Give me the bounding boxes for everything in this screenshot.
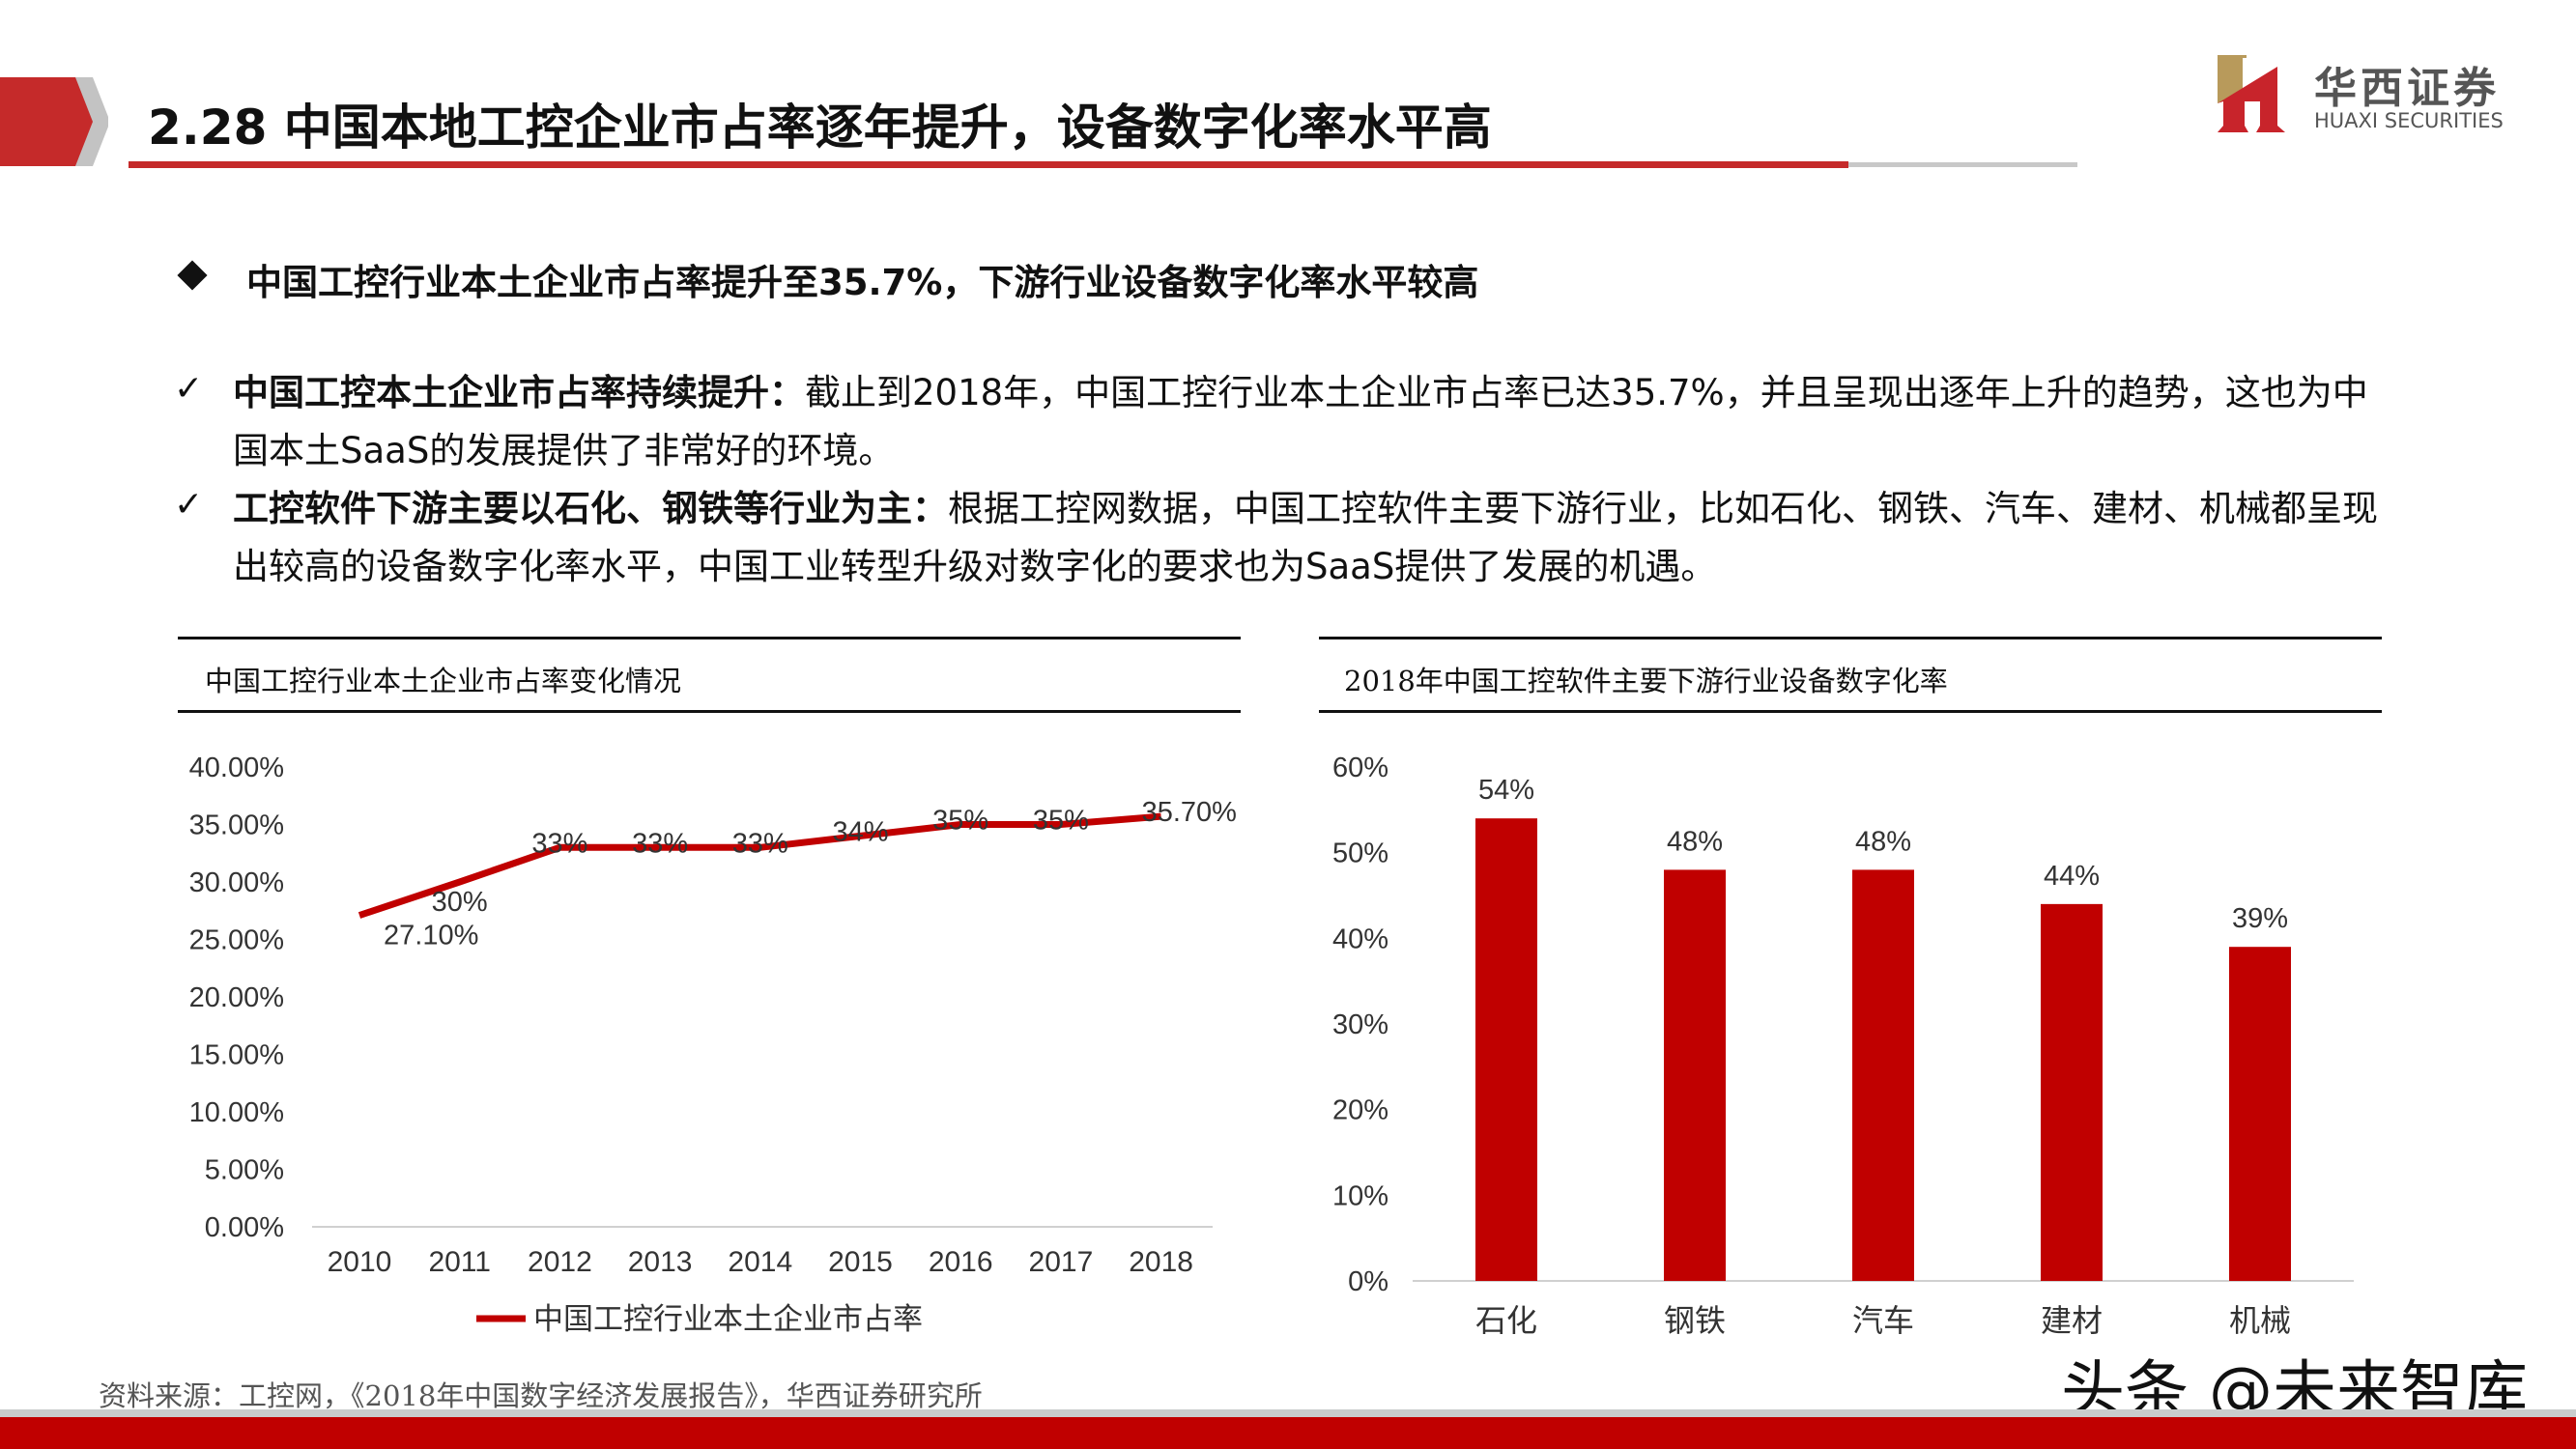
footer-gray-line bbox=[0, 1409, 2576, 1417]
y-tick-label: 0.00% bbox=[205, 1212, 284, 1243]
x-tick-label: 2012 bbox=[528, 1246, 592, 1278]
page-title: 2.28 中国本地工控企业市占率逐年提升，设备数字化率水平高 bbox=[148, 99, 1492, 156]
y-tick-label: 10.00% bbox=[189, 1097, 284, 1128]
point-1-text: 截止到2018年，中国工控行业本土企业市占率已达35.7%，并且呈现出逐年上升的… bbox=[233, 372, 2368, 471]
category-label: 机械 bbox=[2229, 1303, 2291, 1338]
section-heading: 中国工控行业本土企业市占率提升至35.7%，下游行业设备数字化率水平较高 bbox=[246, 262, 1479, 303]
x-tick-label: 2010 bbox=[328, 1246, 392, 1278]
chart1-title: 中国工控行业本土企业市占率变化情况 bbox=[205, 665, 682, 697]
logo: 华西证券 HUAXI SECURITIES bbox=[2218, 53, 2536, 140]
y-tick-label: 30.00% bbox=[189, 867, 284, 898]
x-tick-label: 2018 bbox=[1129, 1246, 1193, 1278]
bar bbox=[1664, 869, 1726, 1281]
data-label: 33% bbox=[632, 828, 688, 859]
data-label: 48% bbox=[1855, 826, 1911, 857]
x-tick-label: 2016 bbox=[929, 1246, 993, 1278]
point-2: 工控软件下游主要以石化、钢铁等行业为主：根据工控网数据，中国工控软件主要下游行业… bbox=[233, 480, 2378, 596]
category-label: 石化 bbox=[1475, 1303, 1537, 1338]
data-label: 27.10% bbox=[384, 921, 478, 952]
chart2-title: 2018年中国工控软件主要下游行业设备数字化率 bbox=[1344, 665, 1948, 697]
category-label: 钢铁 bbox=[1664, 1303, 1726, 1338]
y-tick-label: 10% bbox=[1332, 1180, 1388, 1211]
y-tick-label: 40% bbox=[1332, 923, 1388, 954]
y-tick-label: 20.00% bbox=[189, 982, 284, 1013]
bar bbox=[1475, 818, 1537, 1281]
data-label: 35% bbox=[1033, 806, 1089, 837]
x-tick-label: 2017 bbox=[1029, 1246, 1094, 1278]
point-1-bold: 中国工控本土企业市占率持续提升： bbox=[233, 372, 805, 413]
data-label: 35.70% bbox=[1142, 797, 1237, 828]
y-tick-label: 20% bbox=[1332, 1095, 1388, 1126]
chart2-bottom-rule bbox=[1319, 710, 2382, 713]
point-2-bold: 工控软件下游主要以石化、钢铁等行业为主： bbox=[233, 488, 948, 529]
title-underline bbox=[129, 161, 1848, 168]
x-tick-label: 2014 bbox=[728, 1246, 792, 1278]
x-tick-label: 2015 bbox=[828, 1246, 893, 1278]
y-tick-label: 35.00% bbox=[189, 810, 284, 841]
legend-label: 中国工控行业本土企业市占率 bbox=[533, 1302, 923, 1336]
data-label: 48% bbox=[1667, 826, 1723, 857]
y-tick-label: 25.00% bbox=[189, 925, 284, 956]
title-underline-gray bbox=[1848, 162, 2077, 167]
series-line bbox=[358, 812, 1161, 919]
x-tick-label: 2011 bbox=[428, 1246, 491, 1278]
chart1-top-rule bbox=[178, 637, 1241, 639]
logo-en: HUAXI SECURITIES bbox=[2314, 109, 2504, 132]
data-label: 54% bbox=[1478, 775, 1534, 806]
bar bbox=[2229, 947, 2291, 1281]
data-label: 34% bbox=[832, 816, 888, 847]
y-tick-label: 5.00% bbox=[205, 1155, 284, 1186]
point-1: 中国工控本土企业市占率持续提升：截止到2018年，中国工控行业本土企业市占率已达… bbox=[233, 364, 2378, 480]
check-icon: ✓ bbox=[174, 485, 204, 525]
data-label: 33% bbox=[531, 828, 587, 859]
data-label: 44% bbox=[2044, 861, 2100, 892]
y-tick-label: 15.00% bbox=[189, 1040, 284, 1071]
chevron-icon bbox=[0, 77, 110, 166]
data-label: 35% bbox=[932, 806, 988, 837]
chart1-bottom-rule bbox=[178, 710, 1241, 713]
footer-bar bbox=[0, 1417, 2576, 1449]
bar bbox=[1852, 869, 1914, 1281]
y-tick-label: 60% bbox=[1332, 753, 1388, 783]
check-icon: ✓ bbox=[174, 369, 204, 409]
data-label: 30% bbox=[432, 887, 488, 918]
point-2-text: 根据工控网数据，中国工控软件主要下游行业，比如石化、钢铁、汽车、建材、机械都呈现… bbox=[233, 488, 2378, 587]
category-label: 建材 bbox=[2041, 1303, 2103, 1338]
section-tab bbox=[0, 77, 110, 166]
category-label: 汽车 bbox=[1852, 1303, 1914, 1338]
source-note: 资料来源：工控网，《2018年中国数字经济发展报告》，华西证券研究所 bbox=[99, 1379, 983, 1412]
logo-mark-icon bbox=[2218, 55, 2285, 132]
chart2-top-rule bbox=[1319, 637, 2382, 639]
bar bbox=[2041, 903, 2103, 1281]
logo-cn: 华西证券 bbox=[2314, 64, 2500, 113]
y-tick-label: 0% bbox=[1348, 1266, 1388, 1297]
y-tick-label: 30% bbox=[1332, 1009, 1388, 1040]
y-tick-label: 50% bbox=[1332, 838, 1388, 869]
data-label: 39% bbox=[2232, 903, 2288, 934]
y-tick-label: 40.00% bbox=[189, 753, 284, 783]
x-tick-label: 2013 bbox=[628, 1246, 693, 1278]
data-label: 33% bbox=[732, 828, 788, 859]
